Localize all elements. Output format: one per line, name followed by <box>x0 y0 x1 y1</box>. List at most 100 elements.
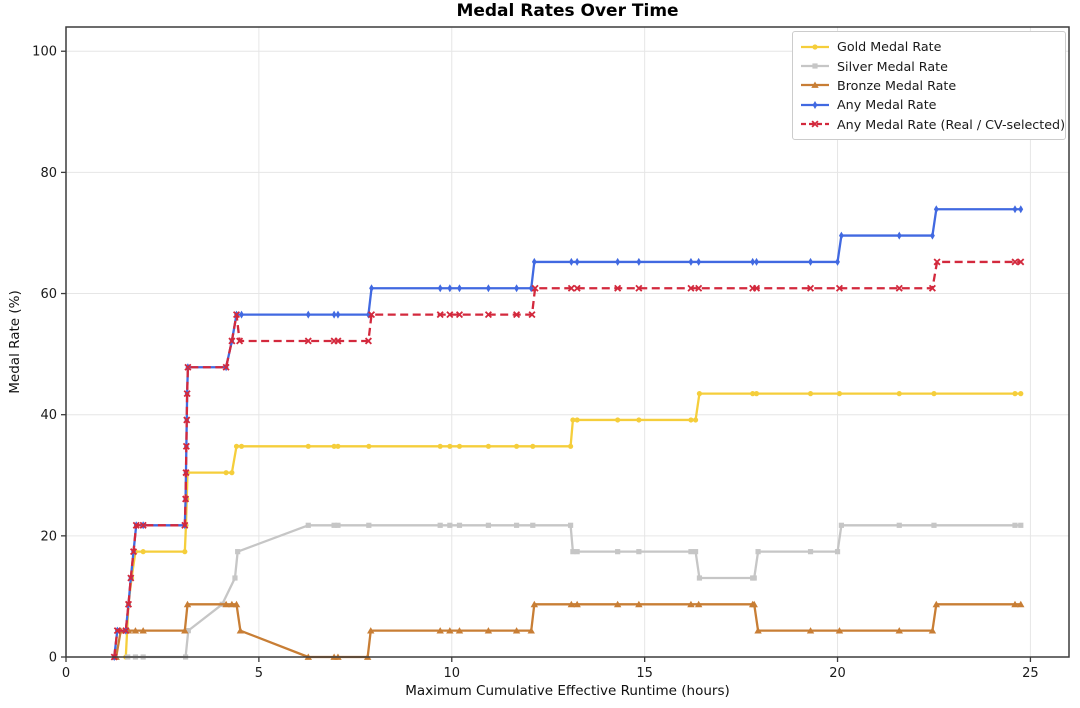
marker-square <box>688 549 694 555</box>
marker-triangle <box>484 627 493 634</box>
legend-item: Silver Medal Rate <box>800 56 1058 75</box>
marker-square <box>185 628 191 634</box>
marker-circle <box>530 443 536 449</box>
marker-thin-diamond <box>457 284 462 293</box>
marker-circle <box>140 549 146 555</box>
marker-x <box>129 548 138 556</box>
marker-triangle <box>139 627 147 634</box>
marker-circle <box>305 443 311 449</box>
marker-thin-diamond <box>636 257 642 266</box>
legend: Gold Medal Rate Silver Medal Rate Bronze M… <box>792 31 1066 140</box>
y-axis-title: Medal Rate (%) <box>7 290 23 394</box>
marker-triangle <box>613 600 622 608</box>
marker-thin-diamond <box>305 310 311 319</box>
marker-triangle <box>811 81 819 89</box>
chart-title: Medal Rates Over Time <box>456 1 679 21</box>
marker-thin-diamond <box>808 257 813 266</box>
legend-label: Silver Medal Rate <box>837 58 948 74</box>
marker-x <box>513 311 521 319</box>
marker-circle <box>331 443 337 449</box>
marker-thin-diamond <box>335 310 341 319</box>
legend-label: Gold Medal Rate <box>837 39 942 55</box>
x-axis-title: Maximum Cumulative Effective Runtime (ho… <box>405 683 730 699</box>
marker-triangle <box>455 627 464 634</box>
marker-square <box>692 549 699 555</box>
marker-circle <box>812 44 818 50</box>
marker-thin-diamond <box>331 310 337 319</box>
marker-thin-diamond <box>447 284 453 293</box>
marker-square <box>331 522 337 528</box>
marker-x <box>182 442 190 450</box>
marker-square <box>755 549 761 555</box>
marker-thin-diamond <box>437 284 443 293</box>
legend-swatch <box>801 44 829 50</box>
marker-square <box>232 575 238 581</box>
marker-triangle <box>527 627 535 634</box>
marker-triangle <box>446 627 454 634</box>
marker-circle <box>696 391 703 397</box>
marker-x <box>484 311 492 319</box>
marker-triangle <box>228 600 236 608</box>
marker-circle <box>335 443 341 449</box>
marker-x <box>614 284 622 292</box>
series-silver-medal-rate <box>125 522 1024 660</box>
marker-square <box>838 522 844 528</box>
marker-circle <box>233 443 240 449</box>
marker-thin-diamond <box>369 284 374 293</box>
marker-thin-diamond <box>835 257 840 266</box>
marker-thin-diamond <box>688 257 694 266</box>
marker-x <box>436 311 444 319</box>
y-tick-label: 40 <box>40 408 57 423</box>
marker-circle <box>223 470 229 476</box>
legend-swatch <box>801 120 829 128</box>
x-tick-label: 0 <box>62 666 70 681</box>
marker-triangle <box>567 600 576 608</box>
marker-triangle <box>183 600 192 608</box>
marker-x <box>806 284 815 292</box>
marker-x <box>304 337 312 345</box>
legend-swatch <box>801 63 829 69</box>
marker-x <box>367 311 376 319</box>
marker-triangle <box>236 627 245 634</box>
marker-triangle <box>232 600 241 608</box>
marker-triangle <box>750 600 758 608</box>
marker-circle <box>750 391 756 397</box>
marker-triangle <box>367 627 375 634</box>
marker-x <box>455 311 464 319</box>
marker-x <box>182 469 190 477</box>
marker-circle <box>615 417 621 423</box>
marker-triangle <box>1011 600 1019 608</box>
marker-x <box>139 521 147 529</box>
legend-swatch <box>801 81 829 89</box>
marker-square <box>437 522 443 528</box>
marker-circle <box>456 443 463 449</box>
marker-thin-diamond <box>486 284 491 293</box>
series-line-any-medal-rate-real-cv-selected <box>113 260 1021 658</box>
series-gold-medal-rate <box>123 391 1024 660</box>
y-tick-label: 20 <box>40 529 57 544</box>
marker-square <box>235 549 241 555</box>
marker-x <box>228 337 236 345</box>
marker-thin-diamond <box>838 231 844 240</box>
marker-circle <box>229 470 235 476</box>
marker-circle <box>931 391 937 397</box>
marker-x <box>183 416 191 424</box>
marker-x <box>232 311 241 319</box>
marker-triangle <box>181 627 189 634</box>
marker-thin-diamond <box>514 284 519 293</box>
legend-item: Bronze Medal Rate <box>800 76 1058 95</box>
marker-circle <box>447 443 453 449</box>
marker-triangle <box>573 600 581 608</box>
marker-thin-diamond <box>933 205 939 214</box>
marker-circle <box>567 443 574 449</box>
y-tick-label: 100 <box>32 45 57 60</box>
marker-triangle <box>694 600 703 608</box>
x-tick-label: 10 <box>443 666 460 681</box>
marker-thin-diamond <box>812 100 818 109</box>
marker-square <box>530 522 536 528</box>
marker-square <box>807 549 814 555</box>
marker-circle <box>570 417 576 423</box>
marker-square <box>931 522 937 528</box>
marker-square <box>366 522 372 528</box>
